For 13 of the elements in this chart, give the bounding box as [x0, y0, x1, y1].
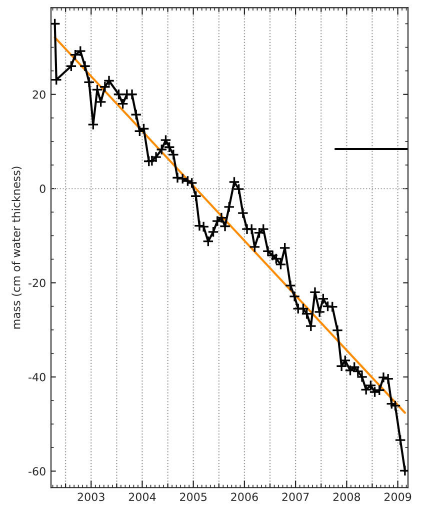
x-tick-label: 2009 — [384, 492, 412, 502]
x-tick-label: 2004 — [128, 492, 156, 502]
x-tick-label: 2005 — [180, 492, 207, 502]
y-tick-label: 20 — [32, 90, 46, 99]
x-tick-label: 2007 — [282, 492, 309, 502]
y-tick-label: -60 — [28, 467, 46, 476]
y-tick-label: -40 — [28, 372, 46, 382]
x-tick-label: 2003 — [78, 492, 104, 502]
y-tick-label: 0 — [40, 184, 46, 193]
x-tick-label: 2008 — [333, 492, 360, 502]
y-axis-title: mass (cm of water thickness) — [12, 166, 22, 329]
x-tick-label: 2006 — [231, 492, 258, 502]
y-tick-label: -20 — [28, 278, 46, 288]
